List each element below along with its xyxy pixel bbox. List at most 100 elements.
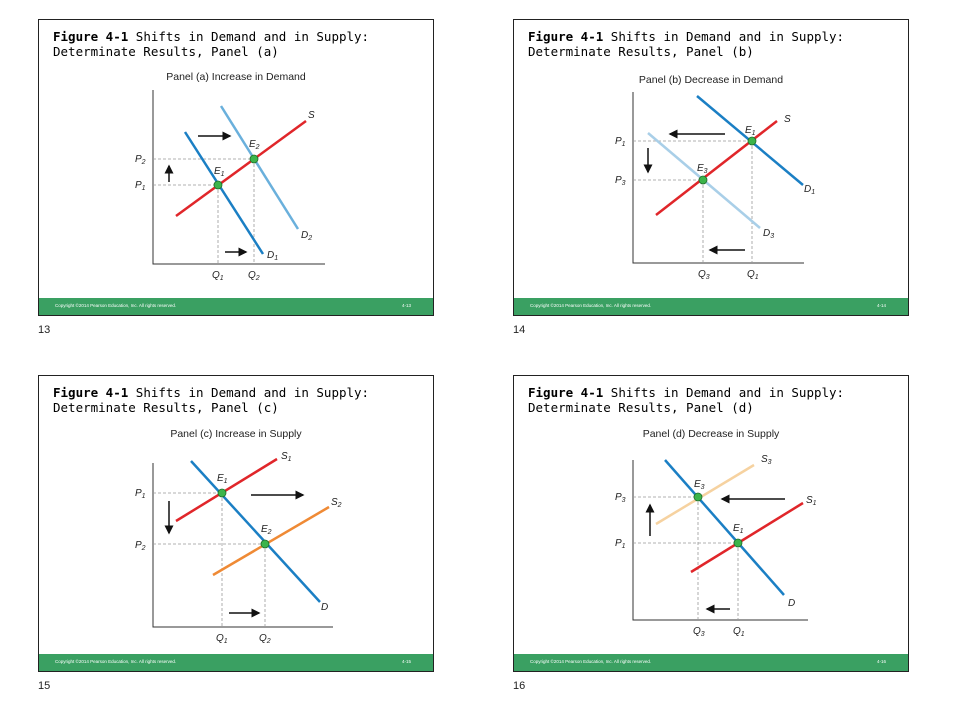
label-s1: S1 (281, 451, 292, 463)
figure-number: Figure 4-1 (528, 29, 604, 44)
label-p1: P1 (615, 136, 626, 148)
slide-footer: Copyright ©2014 Pearson Education, Inc. … (39, 298, 433, 315)
title-text: Shifts in Demand and in Supply: (603, 385, 845, 400)
slide-title: Figure 4-1 Shifts in Demand and in Suppl… (528, 385, 898, 415)
slide-panel-a: Figure 4-1 Shifts in Demand and in Suppl… (38, 19, 434, 316)
axes (152, 463, 333, 628)
axes (632, 92, 804, 264)
axes (632, 460, 808, 621)
label-d2: D2 (301, 230, 312, 242)
slide-footer: Copyright ©2014 Pearson Education, Inc. … (514, 298, 908, 315)
title-text: Shifts in Demand and in Supply: (128, 29, 370, 44)
panel-caption: Panel (b) Decrease in Demand (638, 74, 784, 86)
label-q1: Q1 (216, 633, 228, 645)
label-q1: Q1 (212, 270, 224, 282)
panel-caption: Panel (a) Increase in Demand (166, 71, 306, 83)
label-d1: D1 (267, 250, 278, 262)
supply-curve-s1 (690, 501, 804, 574)
demand-curve-d1 (183, 131, 265, 255)
label-d1: D1 (804, 184, 815, 196)
supply-demand-graph: S D2 D1 E2 E1 P2 P1 Q1 Q2 (135, 90, 325, 282)
title-text: Shifts in Demand and in Supply: (128, 385, 370, 400)
title-line-2: Determinate Results, Panel (d) (528, 400, 754, 415)
label-p3: P3 (615, 175, 626, 187)
figure-number: Figure 4-1 (53, 385, 129, 400)
label-s3: S3 (761, 454, 772, 466)
equilibrium-point-e1 (213, 180, 223, 190)
label-e1: E1 (745, 125, 756, 137)
label-e2: E2 (261, 524, 272, 536)
figure-number: Figure 4-1 (53, 29, 129, 44)
page-reference: 4-14 (876, 303, 886, 308)
slide-title: Figure 4-1 Shifts in Demand and in Suppl… (528, 29, 898, 59)
slide-panel-b: Figure 4-1 Shifts in Demand and in Suppl… (513, 19, 909, 316)
slide-title: Figure 4-1 Shifts in Demand and in Suppl… (53, 29, 423, 59)
equilibrium-point-e1 (747, 136, 757, 146)
label-d3: D3 (763, 228, 774, 240)
slide-title: Figure 4-1 Shifts in Demand and in Suppl… (53, 385, 423, 415)
supply-curve-s2 (212, 505, 330, 577)
slide-panel-d: Figure 4-1 Shifts in Demand and in Suppl… (513, 375, 909, 672)
label-p1: P1 (615, 538, 626, 550)
equilibrium-point-e1 (733, 538, 743, 548)
supply-demand-graph: S3 S1 D E3 E1 P3 P1 Q3 Q1 (615, 454, 817, 638)
supply-curve-s (655, 120, 778, 216)
label-s2: S2 (331, 497, 342, 509)
slide-footer: Copyright ©2014 Pearson Education, Inc. … (514, 654, 908, 671)
label-s: S (784, 114, 791, 125)
supply-curve-s3 (655, 463, 755, 526)
slide-panel-c: Figure 4-1 Shifts in Demand and in Suppl… (38, 375, 434, 672)
label-p3: P3 (615, 492, 626, 504)
panel-caption: Panel (c) Increase in Supply (170, 428, 302, 440)
label-e3: E3 (694, 479, 705, 491)
label-p2: P2 (135, 540, 146, 552)
panel-caption: Panel (d) Decrease in Supply (642, 428, 780, 440)
copyright-text: Copyright ©2014 Pearson Education, Inc. … (530, 303, 652, 308)
slide-number: 16 (513, 680, 526, 692)
title-line-2: Determinate Results, Panel (c) (53, 400, 279, 415)
label-s: S (308, 110, 315, 121)
supply-demand-graph: S1 S2 D E1 E2 P1 P2 Q1 Q2 (135, 451, 342, 645)
figure-number: Figure 4-1 (528, 385, 604, 400)
demand-curve-d2 (219, 105, 300, 230)
page-reference: 4-16 (876, 659, 886, 664)
label-q1: Q1 (747, 269, 759, 281)
title-line-2: Determinate Results, Panel (b) (528, 44, 754, 59)
equilibrium-point-e1 (217, 488, 227, 498)
label-e2: E2 (249, 139, 260, 151)
label-q2: Q2 (259, 633, 271, 645)
label-q3: Q3 (693, 626, 705, 638)
label-e1: E1 (217, 473, 228, 485)
copyright-text: Copyright ©2014 Pearson Education, Inc. … (55, 303, 177, 308)
copyright-text: Copyright ©2014 Pearson Education, Inc. … (530, 659, 652, 664)
slide-footer: Copyright ©2014 Pearson Education, Inc. … (39, 654, 433, 671)
label-e1: E1 (214, 166, 225, 178)
label-e3: E3 (697, 163, 708, 175)
copyright-text: Copyright ©2014 Pearson Education, Inc. … (55, 659, 177, 664)
supply-curve-s (175, 119, 307, 218)
label-p2: P2 (135, 154, 146, 166)
supply-demand-graph: S D1 D3 E1 E3 P1 P3 Q3 Q1 (615, 92, 815, 281)
label-e1: E1 (733, 523, 744, 535)
label-d: D (788, 598, 795, 609)
supply-curve-s1 (175, 457, 278, 523)
slide-number: 13 (38, 324, 51, 336)
demand-curve-d (664, 459, 785, 596)
label-q1: Q1 (733, 626, 745, 638)
title-text: Shifts in Demand and in Supply: (603, 29, 845, 44)
label-q2: Q2 (248, 270, 260, 282)
slide-number: 14 (513, 324, 526, 336)
axes (152, 90, 325, 265)
label-d: D (321, 602, 328, 613)
label-s1: S1 (806, 495, 817, 507)
label-p1: P1 (135, 180, 146, 192)
equilibrium-point-e2 (249, 154, 259, 164)
demand-curve-d (190, 460, 321, 603)
title-line-2: Determinate Results, Panel (a) (53, 44, 279, 59)
label-q3: Q3 (698, 269, 710, 281)
label-p1: P1 (135, 488, 146, 500)
equilibrium-point-e3 (698, 175, 708, 185)
slide-number: 15 (38, 680, 51, 692)
page-reference: 4-13 (401, 303, 411, 308)
page-reference: 4-15 (401, 659, 411, 664)
